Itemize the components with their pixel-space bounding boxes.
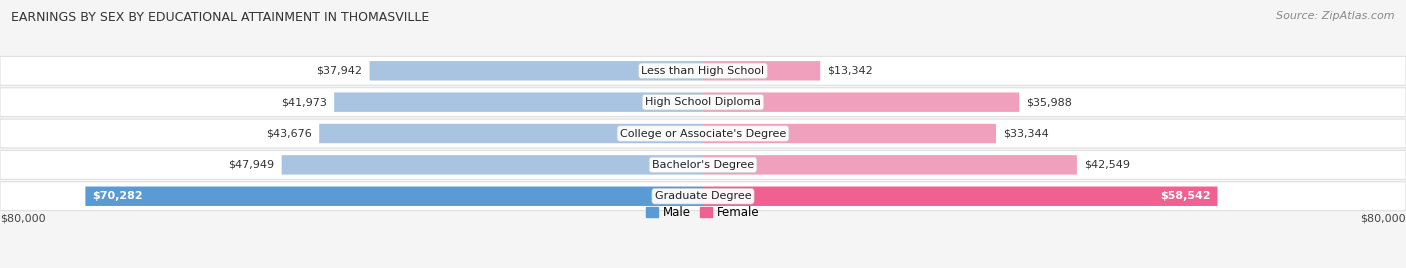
Legend: Male, Female: Male, Female	[641, 202, 765, 224]
Text: $37,942: $37,942	[316, 66, 363, 76]
Text: $35,988: $35,988	[1026, 97, 1073, 107]
Text: High School Diploma: High School Diploma	[645, 97, 761, 107]
FancyBboxPatch shape	[319, 124, 703, 143]
Text: EARNINGS BY SEX BY EDUCATIONAL ATTAINMENT IN THOMASVILLE: EARNINGS BY SEX BY EDUCATIONAL ATTAINMEN…	[11, 11, 429, 24]
Text: $13,342: $13,342	[827, 66, 873, 76]
Text: College or Associate's Degree: College or Associate's Degree	[620, 129, 786, 139]
FancyBboxPatch shape	[703, 92, 1019, 112]
Text: $33,344: $33,344	[1002, 129, 1049, 139]
FancyBboxPatch shape	[86, 187, 703, 206]
FancyBboxPatch shape	[0, 88, 1406, 117]
Text: $58,542: $58,542	[1160, 191, 1211, 201]
FancyBboxPatch shape	[703, 187, 1218, 206]
FancyBboxPatch shape	[0, 150, 1406, 179]
FancyBboxPatch shape	[335, 92, 703, 112]
FancyBboxPatch shape	[370, 61, 703, 81]
Text: $41,973: $41,973	[281, 97, 328, 107]
Text: Less than High School: Less than High School	[641, 66, 765, 76]
Text: $80,000: $80,000	[0, 213, 45, 223]
FancyBboxPatch shape	[0, 182, 1406, 211]
FancyBboxPatch shape	[703, 155, 1077, 175]
Text: $43,676: $43,676	[266, 129, 312, 139]
Text: $70,282: $70,282	[93, 191, 143, 201]
FancyBboxPatch shape	[0, 119, 1406, 148]
Text: Source: ZipAtlas.com: Source: ZipAtlas.com	[1277, 11, 1395, 21]
FancyBboxPatch shape	[281, 155, 703, 175]
FancyBboxPatch shape	[703, 124, 995, 143]
FancyBboxPatch shape	[703, 61, 820, 81]
Text: Bachelor's Degree: Bachelor's Degree	[652, 160, 754, 170]
Text: Graduate Degree: Graduate Degree	[655, 191, 751, 201]
FancyBboxPatch shape	[0, 56, 1406, 85]
Text: $42,549: $42,549	[1084, 160, 1130, 170]
Text: $80,000: $80,000	[1361, 213, 1406, 223]
Text: $47,949: $47,949	[229, 160, 274, 170]
